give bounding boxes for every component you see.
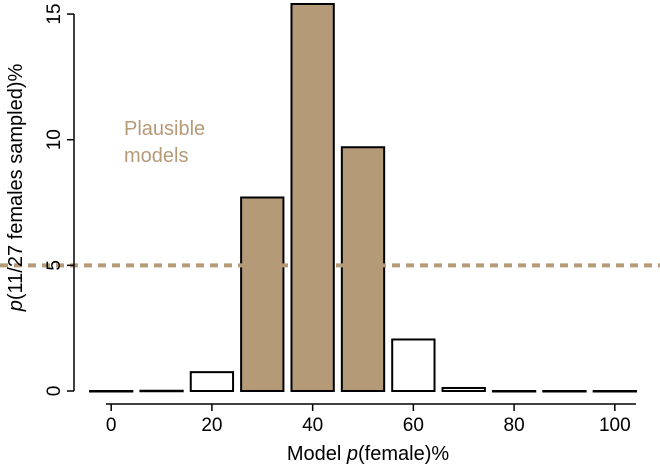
y-tick-label-0: 0 [44,386,65,397]
x-tick-label-60: 60 [403,415,424,436]
bar-100 [592,390,637,393]
plausible-models-annotation: Plausible models [124,118,211,167]
bar-20 [189,371,235,392]
x-axis-title: Model p(female)% [287,443,450,465]
bar-90 [542,390,587,393]
x-tick-label-80: 80 [504,415,525,436]
x-axis-title-suffix: (female)% [358,443,449,465]
bar-0 [89,390,134,393]
x-tick-label-40: 40 [302,415,323,436]
y-tick-label-15: 15 [44,3,65,24]
y-axis-title: p(11/27 females sampled)% [5,64,27,313]
x-axis-ticks: 0 20 40 60 80 100 [106,404,631,436]
annotation-line-1: Plausible [124,118,205,140]
bar-80 [491,390,537,393]
y-axis-title-suffix: (11/27 females sampled)% [5,64,27,301]
x-axis-title-prefix: Model [287,443,347,465]
x-tick-label-20: 20 [201,415,222,436]
x-tick-label-0: 0 [106,415,117,436]
bar-50 [340,146,386,392]
y-axis-ticks: 0 5 10 15 [44,3,74,396]
y-axis-title-italic: p [5,300,27,312]
bars-group [89,3,637,393]
x-axis-title-italic: p [346,443,358,465]
y-tick-label-10: 10 [44,129,65,150]
bar-70 [441,386,486,392]
annotation-line-2: models [124,145,188,167]
bar-40 [290,3,335,392]
x-tick-label-100: 100 [599,415,631,436]
bar-10 [139,389,184,393]
bar-30 [240,196,285,392]
bar-60 [391,338,436,392]
y-tick-label-5: 5 [44,260,65,271]
